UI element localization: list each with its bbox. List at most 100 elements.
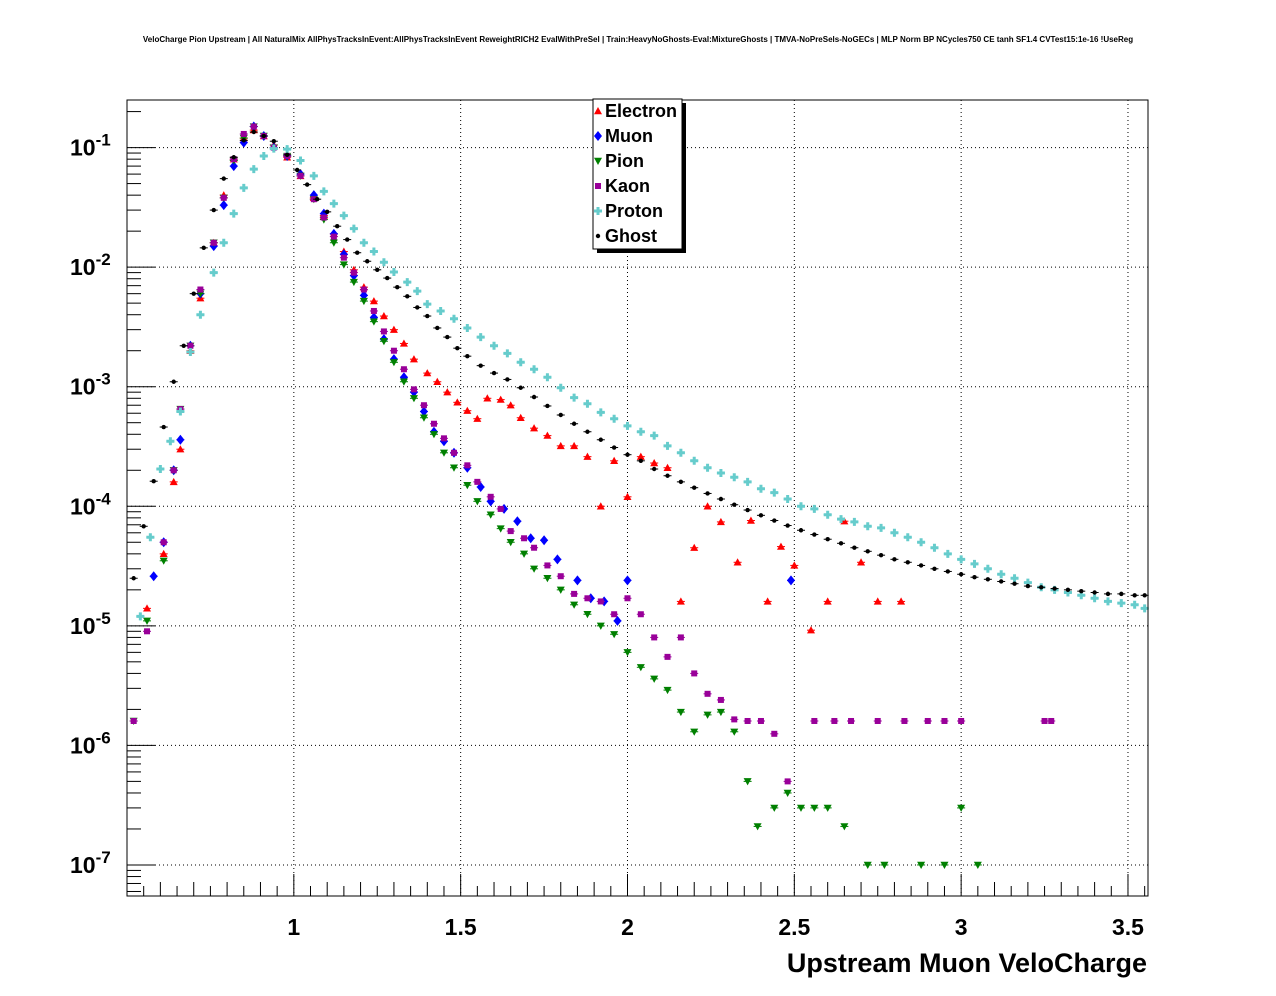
kaon-point [677,634,684,641]
ghost-point [1039,585,1044,590]
proton-point [877,523,886,532]
proton-point [623,421,632,430]
proton-point [1103,597,1112,606]
kaon-point [584,595,591,602]
pion-point [583,611,592,619]
proton-point [329,199,338,208]
ghost-point [435,325,440,331]
ghost-point [1052,586,1057,591]
proton-point [703,463,712,472]
proton-point [1010,574,1019,583]
proton-point [997,570,1006,579]
electron-point [776,542,785,550]
y-tick-label: 10-3 [70,370,111,400]
pion-point [349,278,358,287]
pion-point [419,414,428,422]
electron-point [823,597,832,605]
proton-point [186,348,195,357]
electron-point [583,452,592,460]
proton-point [837,515,846,524]
pion-point [429,431,438,439]
muon-point [553,554,562,565]
electron-point [463,406,472,414]
pion-point [743,778,752,786]
ghost-point [732,502,737,507]
ghost-point [772,518,777,523]
kaon-point [771,730,778,737]
electron-point [496,395,505,403]
pion-point [840,823,849,831]
ghost-point [798,528,804,533]
ghost-point [1079,588,1084,594]
ghost-point [1025,583,1031,589]
electron-point [516,413,525,421]
kaon-point [924,717,931,724]
kaon-point [464,462,471,469]
pion-point [663,686,672,695]
proton-point [296,156,305,165]
kaon-point [187,342,194,349]
pion-point [556,586,565,594]
proton-point [636,427,645,436]
y-tick-label: 10-1 [70,131,111,161]
electron-point [596,502,605,510]
proton-point [650,431,659,440]
ghost-point [518,385,523,390]
kaon-point [487,493,494,500]
proton-point [930,543,939,552]
tick-labels: 1 1.5 2 2.5 3 3.5 10-7 10-6 10-5 10-4 10-3 10-2 10-1 [70,131,1144,940]
pion-point [676,708,685,717]
proton-point [570,393,579,402]
ghost-point [171,379,176,384]
kaon-point [197,286,204,293]
electron-point [443,388,452,396]
ghost-point [878,552,884,558]
kaon-point [250,123,257,130]
electron-point [746,516,755,524]
proton-point [796,502,805,511]
ghost-point [261,133,267,139]
legend-marker-muon [594,131,602,141]
kaon-point [811,717,818,724]
ghost-point [638,458,644,464]
ghost-point [571,421,577,426]
kaon-point [330,233,337,240]
electron-point [473,414,482,422]
ghost-point [918,563,924,568]
ghost-point [221,176,226,181]
pion-point [496,525,505,533]
electron-point [716,517,725,526]
legend-marker-ghost [595,233,601,239]
proton-point [530,365,539,374]
ghost-point [545,403,550,409]
ghost-point [998,579,1004,584]
electron-point [703,502,712,510]
ghost-point [651,466,657,472]
proton-point [209,268,218,277]
proton-point [1130,600,1139,609]
kaon-point [544,562,551,569]
kaon-point [340,254,347,261]
ghost-point [838,541,844,546]
legend-label-electron: Electron [605,101,677,121]
proton-point [319,187,328,196]
ghost-point [201,245,206,251]
ghost-point [445,334,450,340]
electron-point [570,441,579,450]
kaon-point [350,269,357,276]
y-tick-label: 10-4 [70,489,111,519]
proton-point [166,437,175,446]
kaon-point [380,328,387,335]
electron-point [873,597,882,605]
pion-point [973,861,982,869]
x-axis-label: Upstream Muon VeloCharge [787,948,1147,978]
proton-point [903,533,912,542]
proton-point [850,517,859,526]
ghost-point [1065,587,1071,593]
pion-point [783,789,792,797]
electron-point [433,377,442,385]
kaon-point [210,239,217,246]
proton-point [436,306,445,315]
kaon-point [611,611,618,618]
ghost-point [385,275,390,281]
